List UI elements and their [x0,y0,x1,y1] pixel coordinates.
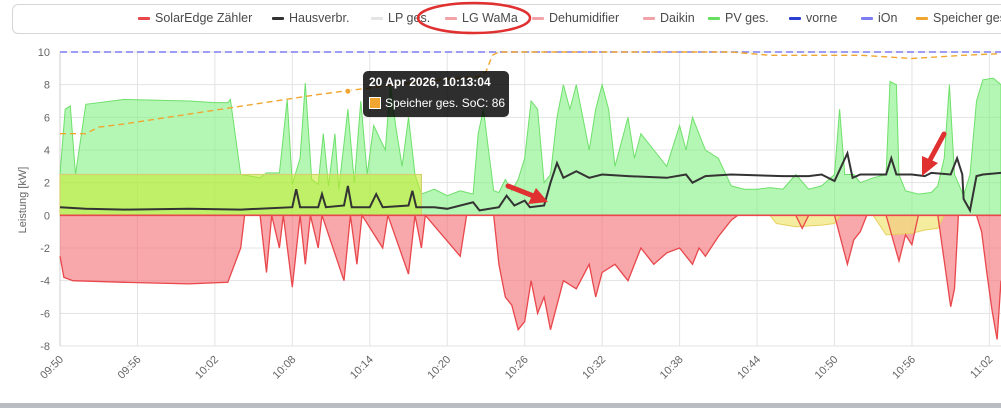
legend-label: vorne [806,11,838,25]
x-tick-label: 10:50 [813,354,841,382]
series-areas [59,77,1001,340]
legend-swatch [643,16,655,20]
legend-swatch [272,16,284,20]
y-tick-label: 4 [44,145,50,157]
x-tick-label: 10:56 [890,354,918,382]
legend-label: SolarEdge Zähler [155,11,253,25]
legend-label: PV ges. [725,11,769,25]
x-tick-label: 10:14 [348,354,376,382]
x-tick-label: 10:20 [425,354,453,382]
tooltip-point [344,87,352,95]
series-line-hausverbr [59,150,1001,214]
annotation-arrow-left [505,183,548,204]
annotations [416,1,947,204]
x-tick-label: 10:02 [193,354,221,382]
legend-item[interactable]: LG WaMa [445,11,518,25]
legend-label: Dehumidifier [549,11,620,25]
x-tick-label: 10:38 [658,354,686,382]
legend-swatch [532,16,544,20]
legend-item[interactable]: iOn [861,11,897,25]
series-area-solaredge [60,215,1001,340]
x-tick-label: 10:32 [580,354,608,382]
x-tick-label: 10:08 [271,354,299,382]
x-tick-label: 11:02 [968,354,995,381]
highlight-ellipse [416,1,532,35]
y-tick-label: 0 [44,210,50,222]
legend-item[interactable]: PV ges. [708,11,769,25]
series-line-solaredge [59,213,1001,340]
legend-item[interactable]: Dehumidifier [532,11,619,25]
x-tick-label: 09:56 [116,354,144,382]
chart-tooltip: 20 Apr 2026, 10:13:04 Speicher ges. SoC:… [363,71,509,117]
horizontal-scrollbar[interactable] [0,403,1001,408]
legend-swatch [371,16,383,20]
y-tick-label: -4 [40,276,50,288]
y-tick-label: -8 [40,341,50,353]
legend-label: Daikin [660,11,695,25]
tooltip-label: Speicher ges. SoC: 86 [385,96,506,110]
legend-item[interactable]: Hausverbr. [272,11,349,25]
legend-label: iOn [878,11,898,25]
x-tick-label: 09:50 [38,354,66,382]
legend-label: LG WaMa [462,11,518,25]
legend-item[interactable]: vorne [789,11,837,25]
y-axis-label: Leistung [kW] [17,167,29,234]
y-axis-ticks: 10 8 6 4 2 0 -2 -4 -6 -8 [38,47,50,353]
tooltip-title: 20 Apr 2026, 10:13:04 [369,75,491,89]
y-tick-label: 10 [38,47,50,59]
y-tick-label: -6 [40,308,50,320]
legend-swatch [138,16,150,20]
legend-item[interactable]: Daikin [643,11,695,25]
legend-swatch [708,16,720,20]
annotation-arrow-right [922,131,947,176]
legend-swatch [789,16,801,20]
y-tick-label: -2 [40,243,50,255]
legend-swatch [861,16,873,20]
legend-label: Speicher ges. [933,11,1001,25]
y-tick-label: 8 [44,80,50,92]
x-axis-ticks: 09:50 09:56 10:02 10:08 10:14 10:20 10:26 10:32… [38,354,995,382]
y-tick-label: 6 [44,112,50,124]
legend-swatch [916,16,928,20]
series-area-speicher-discharge [872,214,946,236]
legend-item[interactable]: Speicher ges. [916,11,1001,25]
x-tick-label: 10:44 [735,354,763,382]
legend-swatch [445,16,457,20]
tooltip-row: Speicher ges. SoC: 86 [369,96,505,110]
tooltip-swatch [369,97,381,109]
legend-item[interactable]: SolarEdge Zähler [138,11,252,25]
chart-legend: SolarEdge Zähler Hausverbr. LP ges. LG WaMa… [0,0,1001,36]
legend-label: Hausverbr. [289,11,350,25]
y-tick-label: 2 [44,178,50,190]
x-tick-label: 10:26 [503,354,531,382]
